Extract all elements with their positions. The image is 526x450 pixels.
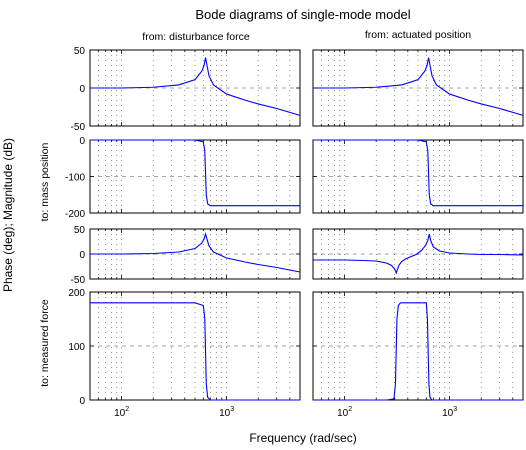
x-tick-label: 103 <box>442 406 457 419</box>
column-title-actuated-position: from: actuated position <box>365 29 471 41</box>
series-line <box>90 57 301 116</box>
y-tick-label: 0 <box>79 396 85 407</box>
x-tick-label: 102 <box>337 406 352 419</box>
y-tick-label: 200 <box>68 288 85 299</box>
x-tick-label: 103 <box>219 406 234 419</box>
x-tick-label: 102 <box>114 406 129 419</box>
y-tick-label: 0 <box>79 250 85 261</box>
y-tick-label: -50 <box>71 275 86 286</box>
series-line <box>313 302 523 401</box>
series-line <box>90 232 301 273</box>
panel-r3-c2 <box>312 228 524 280</box>
y-tick-label: 50 <box>74 46 86 57</box>
column-title-disturbance-force: from: disturbance force <box>142 31 250 43</box>
panel-r2-c2 <box>312 139 524 214</box>
series-line <box>313 57 524 116</box>
y-tick-label: 50 <box>74 225 86 236</box>
panel-r4-c2: 102 103 <box>312 291 524 419</box>
y-tick-label: -200 <box>65 209 85 220</box>
subplot-grid: -50 0 50 -200 -100 0 -50 0 50 0 100 200 102 103 102 103 <box>65 46 524 419</box>
series-line <box>313 139 523 207</box>
series-line <box>90 302 300 401</box>
panel-r1-c1: -50 0 50 <box>71 46 301 133</box>
y-axis-label: Phase (deg); Magnitude (dB) <box>1 138 15 292</box>
panel-r4-c1: 0 100 200 102 103 <box>68 288 301 419</box>
x-axis-label: Frequency (rad/sec) <box>249 431 356 445</box>
y-tick-label: -50 <box>71 122 86 133</box>
y-tick-label: 0 <box>79 84 85 95</box>
y-tick-label: 100 <box>68 342 85 353</box>
panel-r1-c2 <box>312 49 524 127</box>
row-label-mass-position: to: mass position <box>39 142 51 221</box>
series-line <box>313 233 524 275</box>
panel-r2-c1: -200 -100 0 <box>65 136 301 220</box>
y-tick-label: -100 <box>65 173 85 184</box>
row-label-measured-force: to: measured force <box>39 299 51 387</box>
chart-title: Bode diagrams of single-mode model <box>195 7 410 22</box>
series-line <box>90 139 300 207</box>
y-tick-label: 0 <box>79 136 85 147</box>
panel-r3-c1: -50 0 50 <box>71 225 301 286</box>
